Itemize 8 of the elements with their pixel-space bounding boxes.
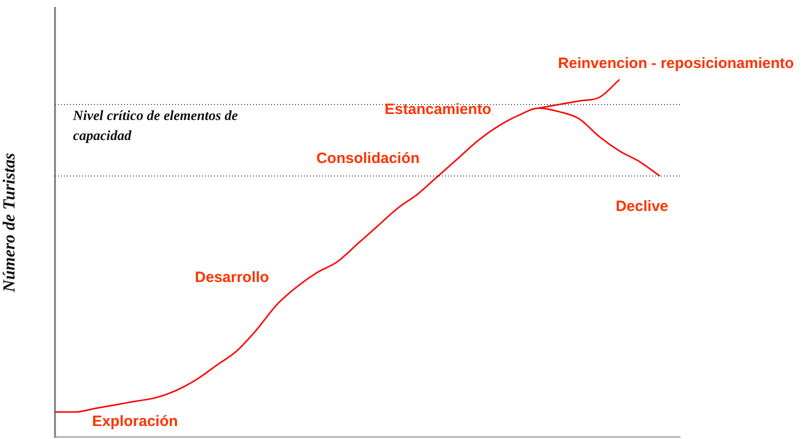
annotation: Estancamiento <box>384 101 492 118</box>
annotation: Exploración <box>92 413 178 430</box>
annotation: Desarrollo <box>194 269 270 286</box>
y-axis-title: Número de Turistas <box>0 152 19 294</box>
annotation: Consolidación <box>316 150 420 167</box>
text: Reinvencion - reposicionamiento <box>558 55 794 72</box>
annotation: Nivel crítico de elementos de capacidad <box>73 108 238 146</box>
annotation: Declive <box>616 198 668 215</box>
